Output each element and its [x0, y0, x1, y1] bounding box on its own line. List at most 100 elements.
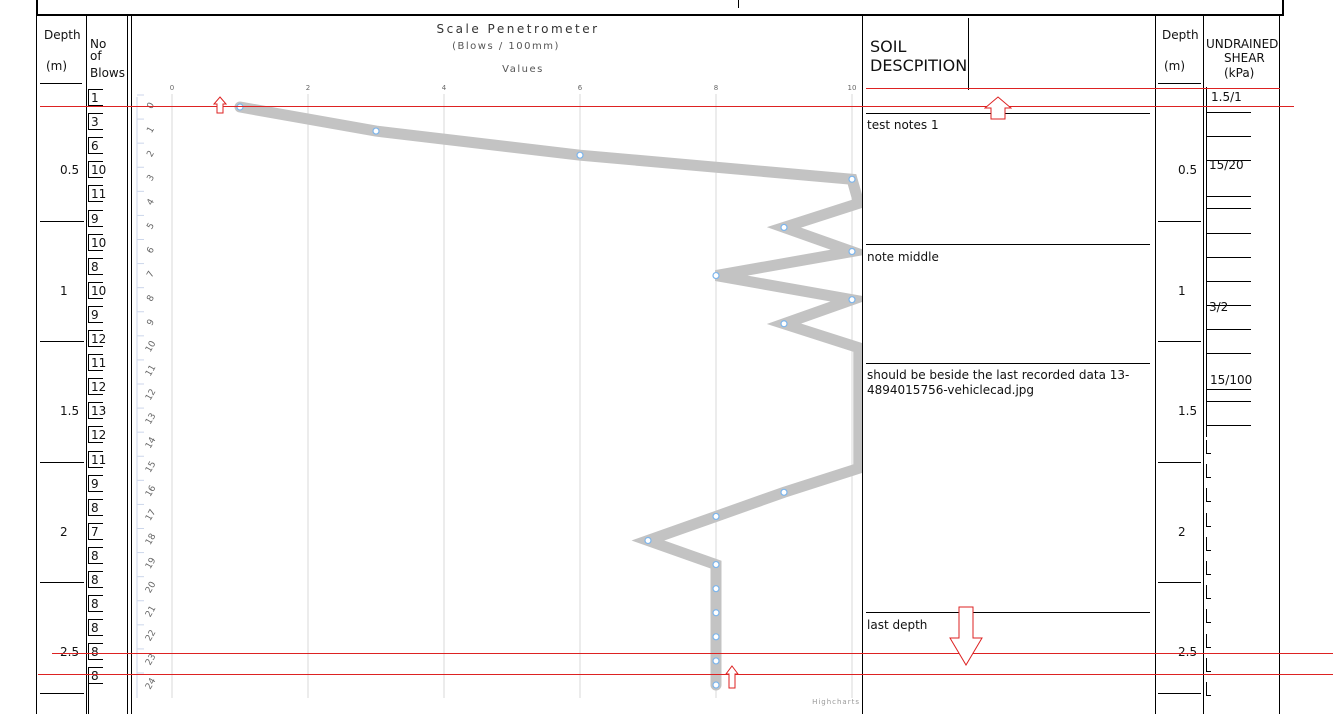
y-tick-label: 13 [144, 412, 158, 427]
depth-unit-right: (m) [1164, 59, 1186, 73]
col-divider [968, 18, 969, 90]
x-tick-label: 0 [170, 84, 174, 92]
col-divider [86, 16, 87, 714]
shear-rule [1207, 233, 1251, 234]
y-tick-label: 12 [144, 388, 158, 403]
data-point[interactable] [712, 512, 720, 521]
col-divider [862, 16, 863, 714]
blow-count-cell: 13 [88, 402, 106, 420]
blow-count-cell: 6 [88, 137, 103, 155]
col-divider [1279, 14, 1280, 714]
shear-value: 15/100 [1210, 373, 1253, 387]
data-point[interactable] [644, 536, 652, 545]
chart-subtitle: (Blows / 100mm) [452, 41, 560, 52]
blow-count-cell: 12 [88, 426, 106, 444]
y-tick-label: 17 [144, 508, 158, 523]
shear-rule [1207, 160, 1251, 161]
chart-credit: Highcharts [812, 698, 860, 706]
arrow-up-icon[interactable] [984, 96, 1012, 120]
depth-separator [40, 221, 84, 222]
data-point[interactable] [712, 560, 720, 569]
shear-value: 1.5/1 [1211, 90, 1242, 104]
y-tick-label: 8 [146, 293, 158, 303]
arrow-down-icon[interactable] [949, 606, 983, 666]
data-point[interactable] [780, 488, 788, 496]
depth-separator [1158, 582, 1201, 583]
y-tick-label: 21 [144, 604, 158, 619]
data-point[interactable] [712, 585, 720, 593]
col-divider [1155, 16, 1156, 714]
arrow-up-icon[interactable] [213, 96, 227, 114]
shear-bracket [1206, 609, 1211, 623]
data-point[interactable] [712, 657, 720, 665]
blow-count-cell: 1 [88, 89, 103, 106]
x-axis-title: Values [502, 64, 544, 75]
depth-mark-right: 2 [1178, 524, 1186, 539]
depth-mark-right: 1.5 [1178, 404, 1198, 419]
data-point[interactable] [848, 175, 856, 183]
data-point[interactable] [712, 633, 720, 641]
note-rule [866, 363, 1150, 364]
data-point[interactable] [780, 320, 788, 328]
soil-header-line2: DESCPITION [870, 56, 968, 75]
y-tick-label: 23 [144, 652, 158, 667]
soil-note: should be beside the last recorded data … [867, 368, 1130, 397]
y-tick-label: 14 [144, 435, 159, 450]
red-guide-line [38, 674, 1333, 675]
blows-header-line3: Blows [90, 66, 125, 80]
soil-note: note middle [867, 250, 939, 264]
blow-count-cell: 8 [88, 643, 103, 661]
depth-mark: 1.5 [60, 404, 80, 419]
shear-rule [1207, 389, 1251, 390]
shear-bracket [1206, 440, 1211, 454]
blow-count-cell: 10 [88, 161, 106, 179]
note-rule [866, 612, 1150, 613]
y-tick-label: 18 [144, 532, 159, 547]
shear-rule [1207, 425, 1251, 426]
data-point[interactable] [712, 609, 720, 617]
y-tick-label: 4 [146, 197, 158, 207]
blow-count-cell: 11 [88, 185, 106, 203]
y-tick-label: 19 [144, 556, 159, 571]
data-point[interactable] [372, 127, 380, 135]
soil-header-line1: SOIL [870, 37, 907, 56]
data-point[interactable] [848, 296, 856, 304]
top-frame-center-tick [738, 0, 739, 8]
arrow-up-icon[interactable] [725, 665, 739, 689]
depth-mark-right: 1 [1178, 283, 1186, 298]
blow-count-cell: 11 [88, 450, 106, 468]
soil-note: test notes 1 [867, 118, 939, 132]
depth-mark: 0.5 [60, 163, 80, 178]
blow-count-cell: 8 [88, 257, 103, 275]
shear-rule [1207, 208, 1251, 209]
header-rule [40, 83, 82, 84]
col-divider [1203, 16, 1204, 714]
blow-count-cell-empty [88, 678, 89, 714]
depth-separator [1158, 693, 1201, 694]
depth-mark: 2 [60, 524, 68, 539]
data-point[interactable] [848, 247, 856, 256]
blow-count-cell: 8 [88, 571, 103, 588]
x-tick-label: 8 [714, 84, 718, 92]
data-point[interactable] [576, 151, 584, 159]
depth-separator [40, 341, 84, 342]
blow-count-cell: 12 [88, 378, 106, 396]
data-point[interactable] [780, 223, 788, 232]
data-point[interactable] [712, 681, 720, 689]
blow-count-cell: 7 [88, 522, 103, 540]
shear-rule [1207, 112, 1251, 113]
col-divider [36, 14, 37, 714]
data-point[interactable] [712, 271, 720, 280]
x-tick-label: 6 [578, 84, 583, 92]
depth-separator [1158, 221, 1201, 222]
col-divider [127, 16, 128, 714]
shear-bracket [1206, 585, 1211, 599]
depth-mark-right: 2.5 [1178, 645, 1198, 660]
y-tick-label: 6 [146, 245, 158, 255]
data-point[interactable] [236, 103, 244, 111]
blow-count-cell: 12 [88, 330, 106, 347]
y-tick-label: 11 [144, 363, 158, 378]
chart-title: Scale Penetrometer [436, 22, 599, 36]
red-guide-line [866, 88, 1280, 89]
red-guide-line [52, 653, 1333, 654]
